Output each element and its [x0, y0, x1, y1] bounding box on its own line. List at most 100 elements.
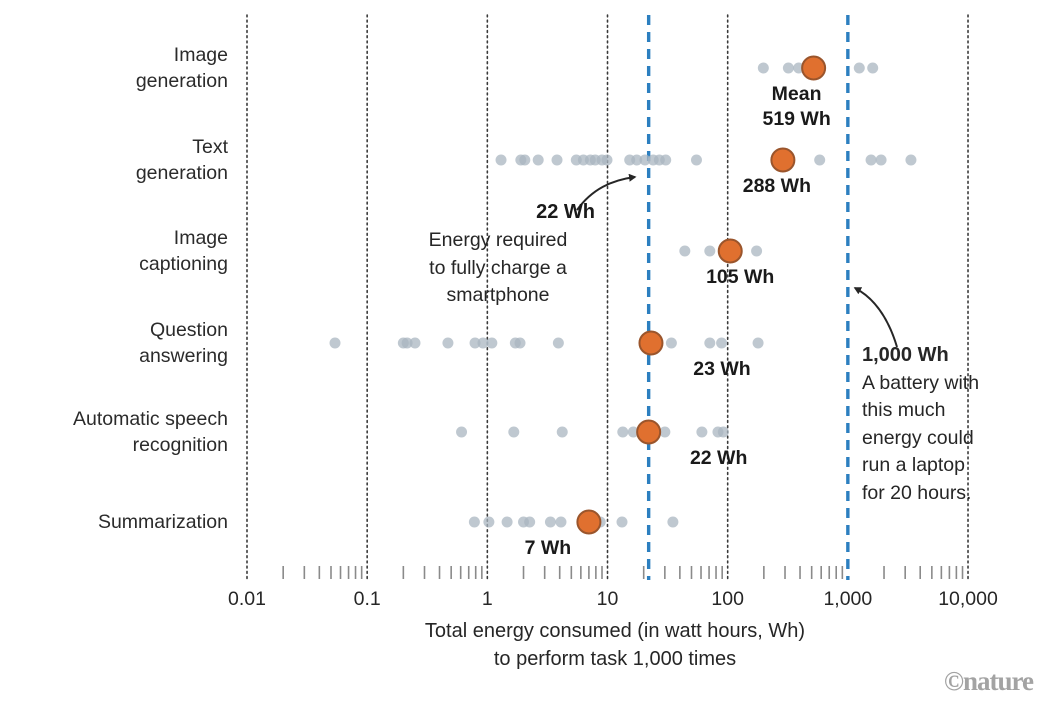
data-dot — [751, 245, 763, 257]
laptop-annotation-text: A battery with this much energy could run a… — [862, 370, 1032, 508]
category-label-line: generation — [135, 70, 228, 92]
data-dot — [679, 245, 691, 257]
data-dot — [601, 154, 613, 166]
data-dot — [865, 154, 877, 166]
laptop-annotation-arrow — [853, 287, 898, 348]
data-dot — [752, 337, 764, 349]
mean-label-line: 7 Wh — [524, 537, 572, 559]
data-dot — [477, 337, 489, 349]
category-label-line: Question — [149, 319, 228, 341]
category-label-line: Image — [173, 227, 228, 249]
data-dot — [696, 426, 708, 438]
category-label: Image generation — [0, 42, 228, 94]
mean-label: 105 Wh — [675, 265, 805, 290]
data-dot — [627, 426, 639, 438]
data-dot — [875, 154, 887, 166]
category-label-line: Summarization — [97, 511, 228, 533]
laptop-annotation-line: energy could — [862, 426, 974, 449]
data-dot — [660, 154, 672, 166]
data-dot — [782, 62, 794, 74]
data-dot — [665, 337, 677, 349]
category-label: Text generation — [0, 134, 228, 186]
x-tick-label: 1 — [481, 588, 493, 610]
x-tick-label: 0.01 — [228, 588, 266, 610]
category-label: Image captioning — [0, 225, 228, 277]
mean-label-line: 105 Wh — [706, 266, 775, 288]
reference-lines-group — [646, 15, 850, 580]
data-dot — [501, 516, 513, 528]
data-dot — [556, 426, 568, 438]
data-dot — [544, 516, 556, 528]
x-tick-label: 0.1 — [353, 588, 381, 610]
data-dot — [456, 426, 468, 438]
data-dot — [555, 516, 567, 528]
annotation-arrows-group — [576, 173, 898, 348]
data-dot — [905, 154, 917, 166]
laptop-annotation-line: A battery with — [862, 371, 980, 394]
data-points-group — [329, 55, 917, 535]
data-dot — [551, 154, 563, 166]
mean-label: 288 Wh — [712, 174, 842, 199]
data-dot — [409, 337, 421, 349]
laptop-annotation: 1,000 Wh A battery with this much energy c… — [862, 342, 1032, 507]
data-dot — [524, 516, 536, 528]
data-dot — [616, 516, 628, 528]
mean-dot — [638, 330, 664, 356]
x-axis-title-line1: Total energy consumed (in watt hours, Wh… — [424, 620, 806, 642]
smartphone-annotation-arrow — [576, 173, 637, 211]
data-dot — [468, 516, 480, 528]
data-dot — [716, 337, 728, 349]
data-dot — [704, 337, 716, 349]
data-dot — [514, 337, 526, 349]
mean-dot — [801, 55, 827, 81]
mean-label: Mean 519 Wh — [732, 82, 862, 132]
mean-dot — [770, 147, 796, 173]
gridlines-group — [246, 14, 969, 581]
data-dot — [853, 62, 865, 74]
x-tick-label: 100 — [711, 588, 744, 610]
category-label-line: answering — [139, 345, 228, 367]
category-label-line: generation — [135, 162, 228, 184]
smartphone-annotation-text: Energy required to fully charge a smartpho… — [393, 227, 603, 310]
x-tick-label: 10 — [596, 588, 619, 610]
laptop-annotation-title: 1,000 Wh — [862, 344, 949, 366]
data-dot — [667, 516, 679, 528]
data-dot — [639, 154, 651, 166]
data-dot — [483, 516, 495, 528]
x-tick-label: 10,000 — [938, 588, 998, 610]
data-dot — [469, 337, 481, 349]
minor-ticks-group — [282, 566, 964, 579]
data-dot — [495, 154, 507, 166]
category-label-line: recognition — [132, 434, 228, 456]
category-label: Summarization — [0, 509, 228, 535]
data-dot — [401, 337, 413, 349]
mean-label-line: 288 Wh — [742, 175, 812, 197]
mean-label-line: 23 Wh — [693, 358, 751, 380]
data-dot — [617, 426, 629, 438]
x-axis-title: Total energy consumed (in watt hours, Wh… — [185, 617, 1045, 673]
category-label-line: Automatic speech — [72, 408, 228, 430]
mean-label: 23 Wh — [657, 357, 787, 382]
mean-dot — [717, 238, 743, 264]
mean-label-line: 519 Wh — [762, 108, 831, 130]
data-dot — [329, 337, 341, 349]
category-label-line: Image — [173, 44, 228, 66]
data-dot — [486, 337, 498, 349]
data-dot — [814, 154, 826, 166]
category-label-line: Text — [192, 136, 228, 158]
category-label-line: captioning — [139, 253, 228, 275]
data-dot — [704, 245, 716, 257]
smartphone-annotation-title: 22 Wh — [536, 201, 595, 223]
data-dot — [757, 62, 769, 74]
mean-label: 22 Wh — [654, 446, 784, 471]
category-label: Question answering — [0, 317, 228, 369]
laptop-annotation-line: this much — [862, 399, 946, 421]
data-dot — [867, 62, 879, 74]
laptop-annotation-line: for 20 hours. — [862, 481, 972, 504]
data-dot — [717, 426, 729, 438]
x-axis-title-line2: to perform task 1,000 times — [493, 648, 737, 670]
mean-label-line: 22 Wh — [689, 447, 748, 469]
data-dot — [442, 337, 454, 349]
smartphone-annotation-line: smartphone — [446, 284, 550, 306]
